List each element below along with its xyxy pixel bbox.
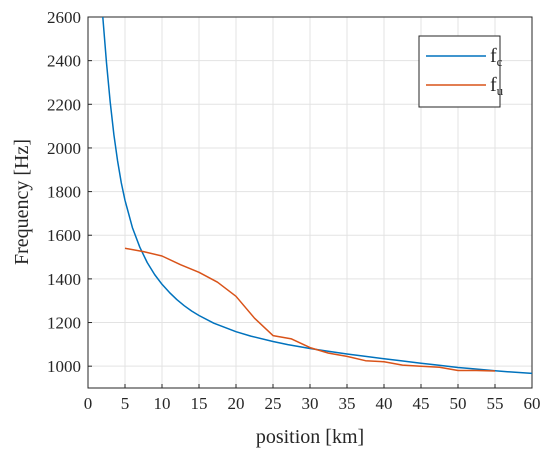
x-tick-label: 10 — [154, 394, 171, 413]
legend-label-fu-main: f — [490, 74, 497, 96]
x-tick-label: 40 — [376, 394, 393, 413]
x-tick-label: 60 — [524, 394, 541, 413]
x-tick-label: 5 — [121, 394, 130, 413]
y-tick-label: 1200 — [47, 314, 81, 333]
y-tick-label: 1600 — [47, 226, 81, 245]
x-tick-label: 50 — [450, 394, 467, 413]
legend-label-fu: fu — [490, 74, 504, 98]
y-tick-label: 2200 — [47, 95, 81, 114]
legend-label-fc: fc — [490, 45, 503, 69]
x-axis-title: position [km] — [256, 426, 364, 448]
y-tick-label: 1000 — [47, 357, 81, 376]
y-tick-label: 1800 — [47, 183, 81, 202]
x-tick-label: 20 — [228, 394, 245, 413]
y-axis-title: Frequency [Hz] — [11, 139, 33, 265]
x-tick-label: 15 — [191, 394, 208, 413]
tick-labels: 0 5 10 15 20 25 30 35 40 45 50 55 60 1000 1200 1400 1600… — [47, 8, 541, 413]
legend-label-fc-main: f — [490, 45, 497, 67]
x-tick-label: 30 — [302, 394, 319, 413]
x-tick-label: 45 — [413, 394, 430, 413]
x-tick-label: 25 — [265, 394, 282, 413]
series-line-fu — [124, 247, 496, 372]
legend-label-fu-sub: u — [497, 83, 504, 98]
y-tick-label: 2400 — [47, 52, 81, 71]
legend-box — [418, 35, 501, 108]
legend: fc fu — [418, 35, 504, 108]
y-tick-label: 2600 — [47, 8, 81, 27]
legend-label-fc-sub: c — [497, 54, 503, 69]
x-tick-label: 0 — [84, 394, 93, 413]
series-line-fc — [102, 16, 533, 375]
x-tick-label: 55 — [487, 394, 504, 413]
series-group — [102, 16, 533, 375]
x-tick-label: 35 — [339, 394, 356, 413]
y-tick-label: 2000 — [47, 139, 81, 158]
y-tick-label: 1400 — [47, 270, 81, 289]
